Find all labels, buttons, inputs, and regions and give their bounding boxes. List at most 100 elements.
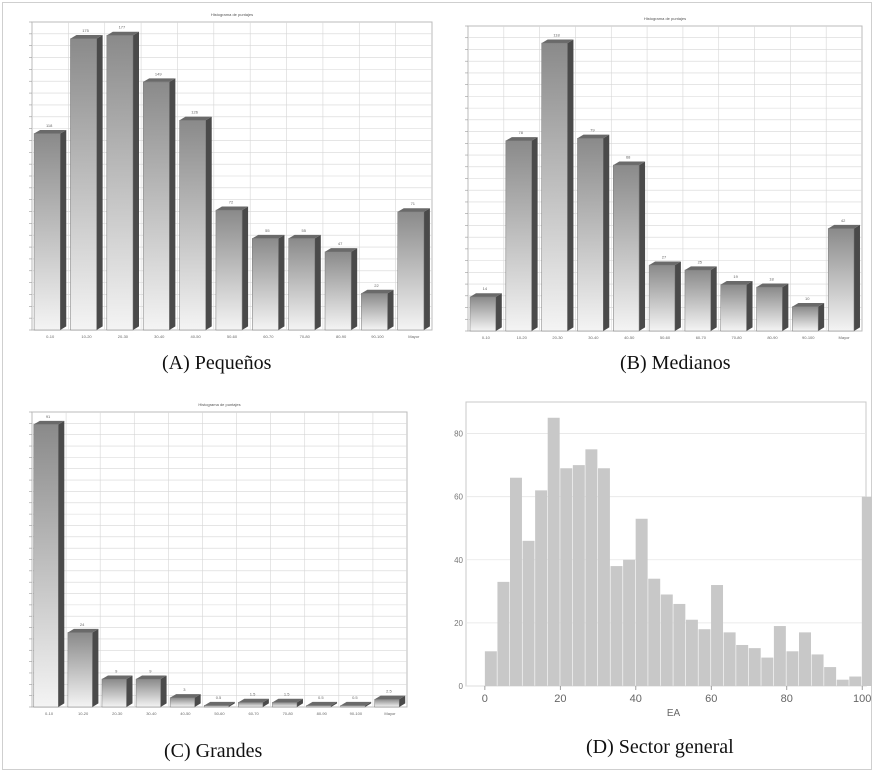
bar-side bbox=[133, 31, 139, 330]
bar bbox=[101, 678, 127, 708]
category-label: 70-80 bbox=[732, 335, 743, 340]
bar-top bbox=[325, 248, 358, 252]
bar-value-label: 175 bbox=[82, 28, 89, 33]
bar-value-label: 55 bbox=[265, 228, 270, 233]
bar bbox=[142, 81, 170, 331]
bar bbox=[306, 705, 332, 708]
bar-top bbox=[541, 39, 574, 44]
bar-value-label: 118 bbox=[553, 32, 560, 37]
bar-value-label: 0.5 bbox=[318, 695, 324, 700]
bar bbox=[792, 306, 819, 332]
bar-top bbox=[101, 675, 133, 680]
category-label: 90-100 bbox=[802, 335, 815, 340]
bar-top bbox=[34, 129, 67, 134]
category-label: 60-70 bbox=[263, 334, 274, 339]
bar-side bbox=[495, 293, 502, 331]
bar-side bbox=[96, 35, 103, 331]
bar-side bbox=[639, 161, 646, 331]
bar-value-label: 72 bbox=[229, 200, 234, 205]
histogram-bar bbox=[572, 465, 585, 686]
bar-top bbox=[170, 694, 201, 698]
x-tick-label: 40 bbox=[630, 693, 642, 705]
bar-value-label: 3 bbox=[183, 687, 186, 692]
category-label: 20-30 bbox=[552, 335, 563, 340]
bar-side bbox=[710, 266, 717, 331]
category-label: 80-90 bbox=[317, 711, 328, 716]
bar-value-label: 25 bbox=[698, 259, 703, 264]
bar bbox=[106, 35, 134, 331]
bar-side bbox=[205, 116, 212, 330]
category-label: 90-100 bbox=[350, 711, 363, 716]
category-label: Mayor bbox=[384, 711, 396, 716]
histogram-bar bbox=[711, 585, 724, 686]
x-axis-label: EA bbox=[667, 708, 681, 719]
category-label: Mayor bbox=[408, 334, 420, 339]
category-label: 70-80 bbox=[283, 711, 294, 716]
bar-side bbox=[782, 283, 789, 331]
bar-value-label: 27 bbox=[662, 255, 667, 260]
histogram-bar bbox=[623, 559, 636, 686]
bar-value-label: 79 bbox=[590, 128, 595, 133]
bar-top bbox=[204, 701, 235, 706]
bar-top bbox=[649, 261, 681, 266]
bar-value-label: 68 bbox=[626, 154, 631, 159]
histogram-bar bbox=[484, 651, 497, 686]
bar-value-label: 0.5 bbox=[216, 695, 222, 700]
histogram-bar bbox=[497, 581, 510, 686]
category-label: 80-90 bbox=[336, 334, 347, 339]
histogram-bar bbox=[786, 651, 799, 686]
bar-top bbox=[374, 695, 406, 700]
bar bbox=[827, 228, 855, 332]
category-label: 30-40 bbox=[154, 334, 165, 339]
x-tick-label: 80 bbox=[781, 693, 793, 705]
bar bbox=[33, 424, 59, 708]
bar-top bbox=[106, 31, 139, 36]
bar-side bbox=[674, 261, 681, 331]
bar-value-label: 177 bbox=[119, 25, 126, 30]
bar-value-label: 2.5 bbox=[386, 689, 392, 694]
category-label: 60-70 bbox=[696, 335, 707, 340]
bar-side bbox=[58, 420, 65, 707]
bar-value-label: 10 bbox=[805, 296, 810, 301]
category-label: 40-50 bbox=[180, 711, 191, 716]
y-tick-label: 20 bbox=[454, 619, 463, 628]
category-label: 10-20 bbox=[81, 334, 92, 339]
bar-top bbox=[684, 266, 717, 270]
bar-value-label: 9 bbox=[115, 668, 118, 673]
histogram-bar bbox=[799, 632, 811, 686]
chart-c: Histograma de puntajes 91 0-10 24 10-20 9 20-3… bbox=[29, 402, 408, 716]
category-label: 10-20 bbox=[517, 335, 528, 340]
histogram-bar bbox=[824, 667, 837, 686]
bar-top bbox=[215, 206, 249, 211]
bar-top bbox=[272, 698, 303, 703]
category-label: 70-80 bbox=[300, 334, 311, 339]
caption-a: (A) Pequeños bbox=[162, 352, 272, 374]
bar-value-label: 18 bbox=[769, 276, 774, 281]
bar bbox=[613, 164, 640, 332]
bar-top bbox=[361, 289, 394, 294]
histogram-bar bbox=[736, 644, 749, 686]
bar-top bbox=[397, 208, 430, 212]
bar bbox=[361, 293, 388, 331]
histogram-bar bbox=[811, 654, 824, 686]
chart-d: 0 20 40 60 80 0 20 40 60 80 100 EA bbox=[454, 401, 872, 719]
bar-side bbox=[531, 137, 538, 331]
bar bbox=[577, 137, 604, 332]
bar-value-label: 1.5 bbox=[284, 692, 290, 697]
x-tick-label: 60 bbox=[705, 693, 717, 705]
bar bbox=[135, 678, 161, 708]
bar bbox=[67, 632, 93, 708]
bar-value-label: 0.5 bbox=[352, 695, 358, 700]
bar-value-label: 24 bbox=[80, 622, 85, 627]
x-tick-label: 0 bbox=[482, 693, 488, 705]
bar-top bbox=[792, 303, 825, 307]
bar-side bbox=[603, 134, 610, 331]
bar-side bbox=[92, 628, 99, 707]
bar bbox=[33, 133, 61, 331]
category-label: 50-60 bbox=[214, 711, 225, 716]
bar-side bbox=[194, 694, 201, 707]
bar-top bbox=[252, 234, 285, 239]
bar-value-label: 14 bbox=[483, 286, 488, 291]
bar bbox=[374, 698, 400, 708]
bar bbox=[541, 42, 568, 332]
